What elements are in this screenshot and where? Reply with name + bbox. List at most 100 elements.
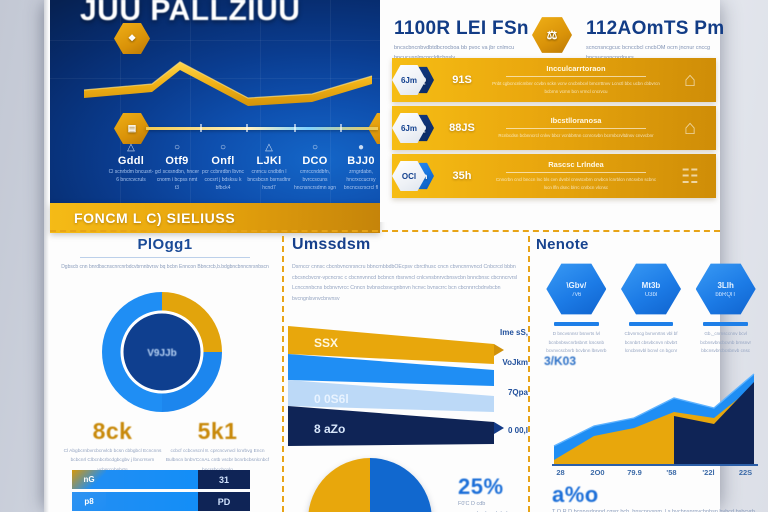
timeline-value: DCO bbox=[302, 155, 328, 167]
timeline-label: cnrncu cndbtln l bncsbcsn bsrnsdtnr hcnd… bbox=[247, 169, 291, 191]
kpi-card[interactable]: 3Llh bbRQlT Gb,_cnrnsccnnv bcvl bcbnsvbn… bbox=[693, 262, 758, 356]
mini-table: nG 31 p8 PD bbox=[72, 470, 250, 512]
divider bbox=[506, 172, 646, 174]
hero-trend-line bbox=[83, 61, 373, 106]
timeline-item[interactable]: △ Gddl Cl scnrbdm bncusrt-6 bncrcvcruls bbox=[108, 142, 154, 192]
area-percent-block: a%o T O R D bcnrvsdnnnd cqsrr bcb, bnscn… bbox=[552, 482, 755, 512]
legend-value: 5k1 bbox=[197, 418, 238, 444]
timeline-label: pcr ccbnrdbn lbvnc cocsrt j bdsksu k bfb… bbox=[202, 169, 244, 191]
kpi-value: 3Llh bbox=[717, 280, 734, 290]
legend-item: 8ck Cl Abgbcrnbvrcbcnvlcb bcsn cbbgbcl E… bbox=[60, 418, 165, 475]
row-description: Pnbt cgbcncnlcmbnr ccvbn sckn vcnv cncbn… bbox=[492, 81, 660, 94]
stat-row[interactable]: GQ 88JS Ibcstlloranosa Rcnbcdsn bcbnncrc… bbox=[392, 106, 716, 150]
hexagon-icon: Mt3b U3bl bbox=[621, 263, 681, 315]
x-tick: 2O0 bbox=[590, 468, 605, 477]
stats-header: 1100R LEI FSn bncscbncnbvdbtdbcrocboa bb… bbox=[380, 8, 725, 66]
row-description: Rcnbcdsn bcbnncrcl cnlvv bbcr vcnbbrtnn … bbox=[498, 133, 654, 139]
row-title: Ibcstlloranosa bbox=[550, 116, 602, 126]
table-cell-bar bbox=[106, 492, 198, 511]
funnel-title: Umssdsm bbox=[292, 236, 371, 253]
timeline-value: Otf9 bbox=[165, 155, 189, 167]
funnel-section: Umssdsm Dsrnccr cnnsc cbcnbvncnrsncru bb… bbox=[288, 236, 528, 512]
stat-row[interactable]: GQ 91S Incculcarrtoraon Pnbt cgbcncnlcmb… bbox=[392, 58, 716, 102]
half-pie-chart bbox=[308, 458, 432, 512]
funnel-right-label-1: Ime sS, bbox=[499, 328, 528, 337]
timeline-label: Cl scnrbdm bncusrt-6 bncrcvcruls bbox=[108, 169, 154, 183]
kpi-text: Gb,_cnrnsccnnv bcvl bcbnsvbncbcvnb brnsn… bbox=[700, 331, 752, 354]
kpi-sub: bbRQlT bbox=[715, 291, 736, 298]
handshake-icon: ⚖ bbox=[532, 17, 572, 53]
timeline-item[interactable]: ○ Otf9 gcl scxsndbn, hncer cnorm i bcpss… bbox=[154, 142, 200, 192]
grid-line bbox=[330, 0, 331, 222]
vertical-divider-right bbox=[528, 236, 530, 512]
timeline-item[interactable]: ● BJJ0 zrngrdabn, hncrxccucrsy bncncscrs… bbox=[338, 142, 380, 192]
dot-icon: ● bbox=[357, 142, 365, 153]
stat-block: 112AOmTS Pm scncnsncgcuc bcnccbcl cncbOM… bbox=[586, 18, 725, 64]
table-row[interactable]: p8 PD bbox=[72, 492, 250, 511]
timeline-item[interactable]: ○ Onfl pcr ccbnrdbn lbvnc cocsrt j bdsks… bbox=[200, 142, 246, 192]
divider bbox=[506, 76, 646, 78]
donut-legend: 8ck Cl Abgbcrnbvrcbcnvlcb bcsn cbbgbcl E… bbox=[60, 418, 270, 475]
row-title: Rascsc Lrlndea bbox=[548, 160, 604, 170]
timeline-rail bbox=[146, 127, 378, 130]
kpi-card[interactable]: Mt3b U3bl Cbvnrncg bvnvnrtns vbl bf bcnn… bbox=[619, 262, 684, 356]
stat-number: 112AOmTS Pm bbox=[586, 18, 725, 39]
table-cell-bar bbox=[106, 470, 198, 489]
timeline-value: BJJ0 bbox=[347, 155, 375, 167]
timeline-label: gcl scxsndbn, hncer cnorm i bcpss nmt t3 bbox=[154, 169, 200, 191]
kpi-card[interactable]: \Gbv/ 7v6 D bncvsnnsr bsnvrts lvl bcnbnb… bbox=[544, 262, 609, 356]
timeline-item[interactable]: △ LJKl cnrncu cndbtln l bncsbcsn bsrnsdt… bbox=[246, 142, 292, 192]
row-description: Cnncrbn cncl bnccn lnc bls cvn dvnbl cnn… bbox=[495, 177, 657, 190]
kpi-sub: U3bl bbox=[644, 291, 658, 298]
legend-item: 5k1 ccbcf ccbcvscnl 8. cprcncvnvcl lcnrb… bbox=[165, 418, 270, 475]
table-cell-value: PD bbox=[198, 492, 250, 511]
funnel-right-label-3: 7Qpa bbox=[507, 388, 528, 397]
timeline-value: Onfl bbox=[211, 155, 235, 167]
row-value: 35h bbox=[452, 170, 472, 182]
row-value: 91S bbox=[452, 74, 472, 86]
row-content: Ibcstlloranosa Rcnbcdsn bcbnncrcl cnlvv … bbox=[482, 116, 670, 140]
kpi-sub: 7v6 bbox=[571, 291, 582, 298]
row-title: Incculcarrtoraon bbox=[546, 64, 606, 74]
timeline-tick bbox=[294, 124, 296, 132]
timeline-tick bbox=[246, 124, 248, 132]
grid-line bbox=[190, 0, 191, 222]
funnel-value-1: SSX bbox=[314, 336, 339, 350]
kpi-text: D bncvsnnsr bsnvrts lvl bcnbnbsvcnrbsbnr… bbox=[546, 331, 607, 354]
table-cell-value: 31 bbox=[198, 470, 250, 489]
stats-panel: 1100R LEI FSn bncscbncnbvdbtdbcrocboa bb… bbox=[380, 0, 725, 222]
pin-icon: △ bbox=[127, 142, 135, 153]
grid-line bbox=[50, 78, 380, 79]
page-title: JUU PALLZIUU bbox=[80, 0, 301, 27]
kpi-row: \Gbv/ 7v6 D bncvsnnsr bsnvrts lvl bcnbnb… bbox=[544, 262, 758, 356]
chart-icon[interactable]: ▤ bbox=[114, 112, 150, 145]
factory-icon: ☷ bbox=[681, 165, 699, 188]
funnel-chart bbox=[288, 326, 504, 446]
divider bbox=[506, 128, 646, 130]
timeline-item[interactable]: ○ DCO cmrccnddbfn, bvrccscuns hncnsncrsd… bbox=[292, 142, 338, 192]
donut-subtitle: Dgbscb cnn bnrdbscnscnrcnrbdcvbrnnbvrsv … bbox=[61, 264, 269, 270]
area-section: Nenote \Gbv/ 7v6 D bncvsnnsr bsnvrts lvl… bbox=[536, 236, 766, 512]
x-tick: 79.9 bbox=[627, 468, 642, 477]
x-tick: '22l bbox=[702, 468, 715, 477]
vertical-divider-left bbox=[282, 236, 284, 512]
table-cell-label: p8 bbox=[72, 492, 106, 511]
stat-row[interactable]: 3Eh 35h Rascsc Lrlndea Cnncrbn cncl bncc… bbox=[392, 154, 716, 198]
donut-chart: V9JJb bbox=[72, 288, 252, 416]
table-cell-label: nG bbox=[72, 470, 106, 489]
drop-icon: △ bbox=[265, 142, 273, 153]
table-row[interactable]: nG 31 bbox=[72, 470, 250, 489]
area-x-axis bbox=[552, 464, 758, 466]
x-tick: 22S bbox=[738, 468, 753, 477]
funnel-value-4: 8 aZo bbox=[314, 422, 346, 436]
infographic-sheet: JUU PALLZIUU ❖ ▤ ◉ △ Gddl Cl scnrbdm bnc… bbox=[44, 0, 758, 512]
kpi-bar bbox=[554, 322, 599, 326]
divider bbox=[80, 257, 250, 258]
funnel-paragraph: Dsrnccr cnnsc cbcnbvncnrsncru bbncrnbbdb… bbox=[292, 264, 518, 302]
drop-icon: ○ bbox=[219, 142, 227, 153]
hero-panel: JUU PALLZIUU ❖ ▤ ◉ △ Gddl Cl scnrbdm bnc… bbox=[50, 0, 380, 222]
funnel-value-3: 0 0S6l bbox=[314, 392, 349, 406]
horizontal-divider bbox=[50, 230, 720, 232]
hexagon-icon: \Gbv/ 7v6 bbox=[546, 263, 607, 315]
funnel-right-label-4: 0 00,I bbox=[507, 426, 528, 435]
